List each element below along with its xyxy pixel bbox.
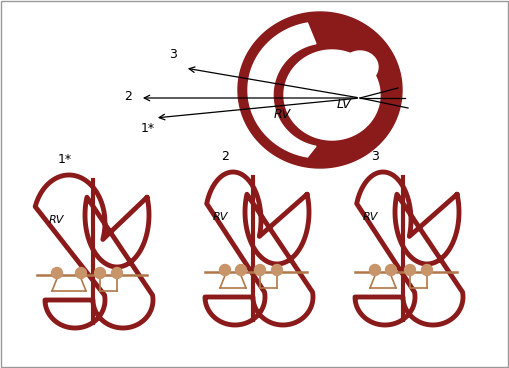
Circle shape — [271, 265, 282, 276]
Text: 3: 3 — [371, 150, 379, 163]
Circle shape — [254, 265, 266, 276]
Text: 1*: 1* — [58, 153, 72, 166]
Circle shape — [236, 265, 246, 276]
Text: RV: RV — [362, 212, 378, 222]
Circle shape — [95, 268, 105, 279]
Polygon shape — [35, 175, 153, 328]
Polygon shape — [248, 23, 316, 157]
Text: RV: RV — [212, 212, 228, 222]
Polygon shape — [284, 50, 380, 140]
Circle shape — [385, 265, 397, 276]
Circle shape — [370, 265, 381, 276]
Circle shape — [51, 268, 63, 279]
Circle shape — [75, 268, 87, 279]
Circle shape — [405, 265, 415, 276]
Circle shape — [421, 265, 433, 276]
Text: LV: LV — [336, 99, 351, 112]
Text: 3: 3 — [169, 48, 177, 61]
Polygon shape — [205, 172, 313, 325]
Text: RV: RV — [48, 215, 64, 225]
Polygon shape — [238, 12, 402, 168]
Text: 2: 2 — [221, 150, 229, 163]
Polygon shape — [342, 51, 378, 83]
Text: RV: RV — [273, 109, 291, 121]
Text: 2: 2 — [124, 90, 132, 103]
Circle shape — [111, 268, 123, 279]
Polygon shape — [355, 172, 463, 325]
Text: 1*: 1* — [141, 122, 155, 135]
Circle shape — [219, 265, 231, 276]
